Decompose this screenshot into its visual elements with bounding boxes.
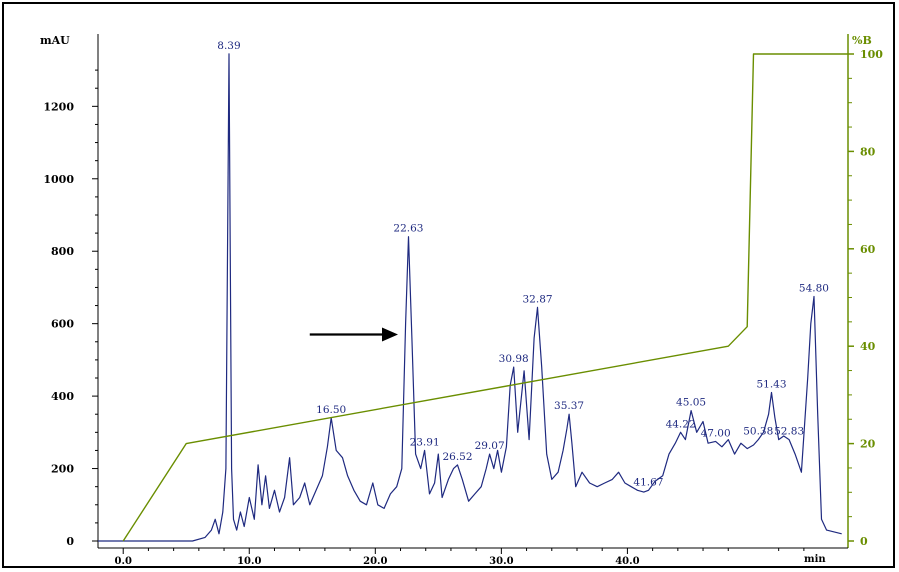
right-tick-label: 100 xyxy=(860,48,883,61)
peak-label: 54.80 xyxy=(799,283,829,295)
right-tick-label: 40 xyxy=(860,340,876,353)
peak-label: 41.67 xyxy=(633,476,663,488)
absorbance-trace-line xyxy=(98,53,842,542)
gradient-percent-b-line xyxy=(122,53,848,542)
left-tick-label: 800 xyxy=(51,245,74,258)
peak-label: 23.91 xyxy=(410,436,440,448)
peak-label: 30.98 xyxy=(499,353,529,365)
peak-label: 8.39 xyxy=(217,40,240,52)
chromatogram-chart: mAU %B min 0 200 400 600 800 1000 1200 0 20 40 60… xyxy=(40,34,883,567)
x-tick-label: 0.0 xyxy=(115,556,132,567)
arrow-head xyxy=(382,327,398,342)
peak-label: 22.63 xyxy=(393,223,423,235)
x-axis-label: min xyxy=(804,554,826,565)
right-tick-label: 0 xyxy=(860,535,868,548)
x-tick-label: 20.0 xyxy=(363,556,387,567)
peak-label: 26.52 xyxy=(442,451,472,463)
left-tick-label: 1000 xyxy=(43,173,74,186)
peak-label: 16.50 xyxy=(316,404,346,416)
x-tick-label: 40.0 xyxy=(615,556,639,567)
peak-label: 29.07 xyxy=(475,440,505,452)
right-tick-label: 80 xyxy=(860,145,876,158)
peak-label: 45.05 xyxy=(676,397,706,409)
peak-label: 50.38 xyxy=(743,426,773,438)
left-tick-label: 0 xyxy=(66,535,74,548)
peak-label: 35.37 xyxy=(554,400,584,412)
left-tick-label: 400 xyxy=(51,390,74,403)
left-axis-label: mAU xyxy=(40,34,70,47)
peak-label: 52.83 xyxy=(774,426,804,438)
x-tick-label: 10.0 xyxy=(237,556,261,567)
peak-label: 51.43 xyxy=(756,378,786,390)
x-tick-label: 30.0 xyxy=(489,556,513,567)
peak-label: 44.22 xyxy=(666,418,696,430)
right-tick-label: 20 xyxy=(860,438,876,451)
peak-label: 32.87 xyxy=(523,293,553,305)
left-tick-label: 1200 xyxy=(43,100,74,113)
left-tick-label: 200 xyxy=(51,463,74,476)
right-tick-label: 60 xyxy=(860,243,876,256)
peak-label: 47.00 xyxy=(701,427,731,439)
left-tick-label: 600 xyxy=(51,318,74,331)
right-axis-label: %B xyxy=(852,34,872,47)
